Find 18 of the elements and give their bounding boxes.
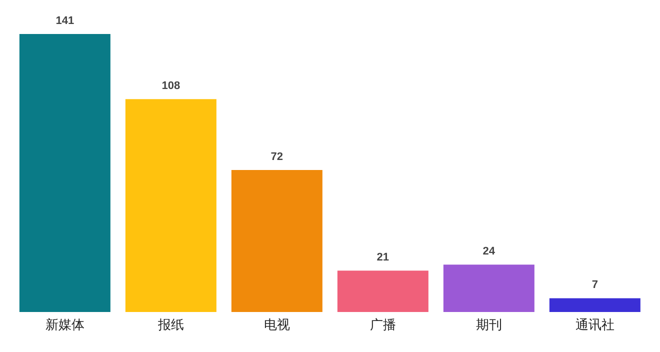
bar — [19, 34, 110, 312]
x-tick-label: 新媒体 — [46, 317, 84, 332]
x-tick-label: 电视 — [264, 317, 290, 332]
data-label: 21 — [376, 252, 390, 264]
data-label: 72 — [270, 151, 284, 164]
bar — [443, 264, 534, 312]
bar — [231, 170, 322, 312]
data-label: 108 — [162, 80, 180, 92]
x-tick-label: 期刊 — [476, 317, 502, 332]
x-tick-label: 报纸 — [157, 317, 184, 332]
data-label: 24 — [482, 246, 496, 258]
x-tick-label: 通讯社 — [576, 317, 614, 332]
data-label: 141 — [56, 15, 74, 27]
x-tick-label: 广播 — [370, 317, 396, 332]
bar — [337, 270, 428, 312]
bar — [549, 298, 640, 312]
data-label: 7 — [592, 279, 598, 292]
bar — [125, 99, 216, 312]
